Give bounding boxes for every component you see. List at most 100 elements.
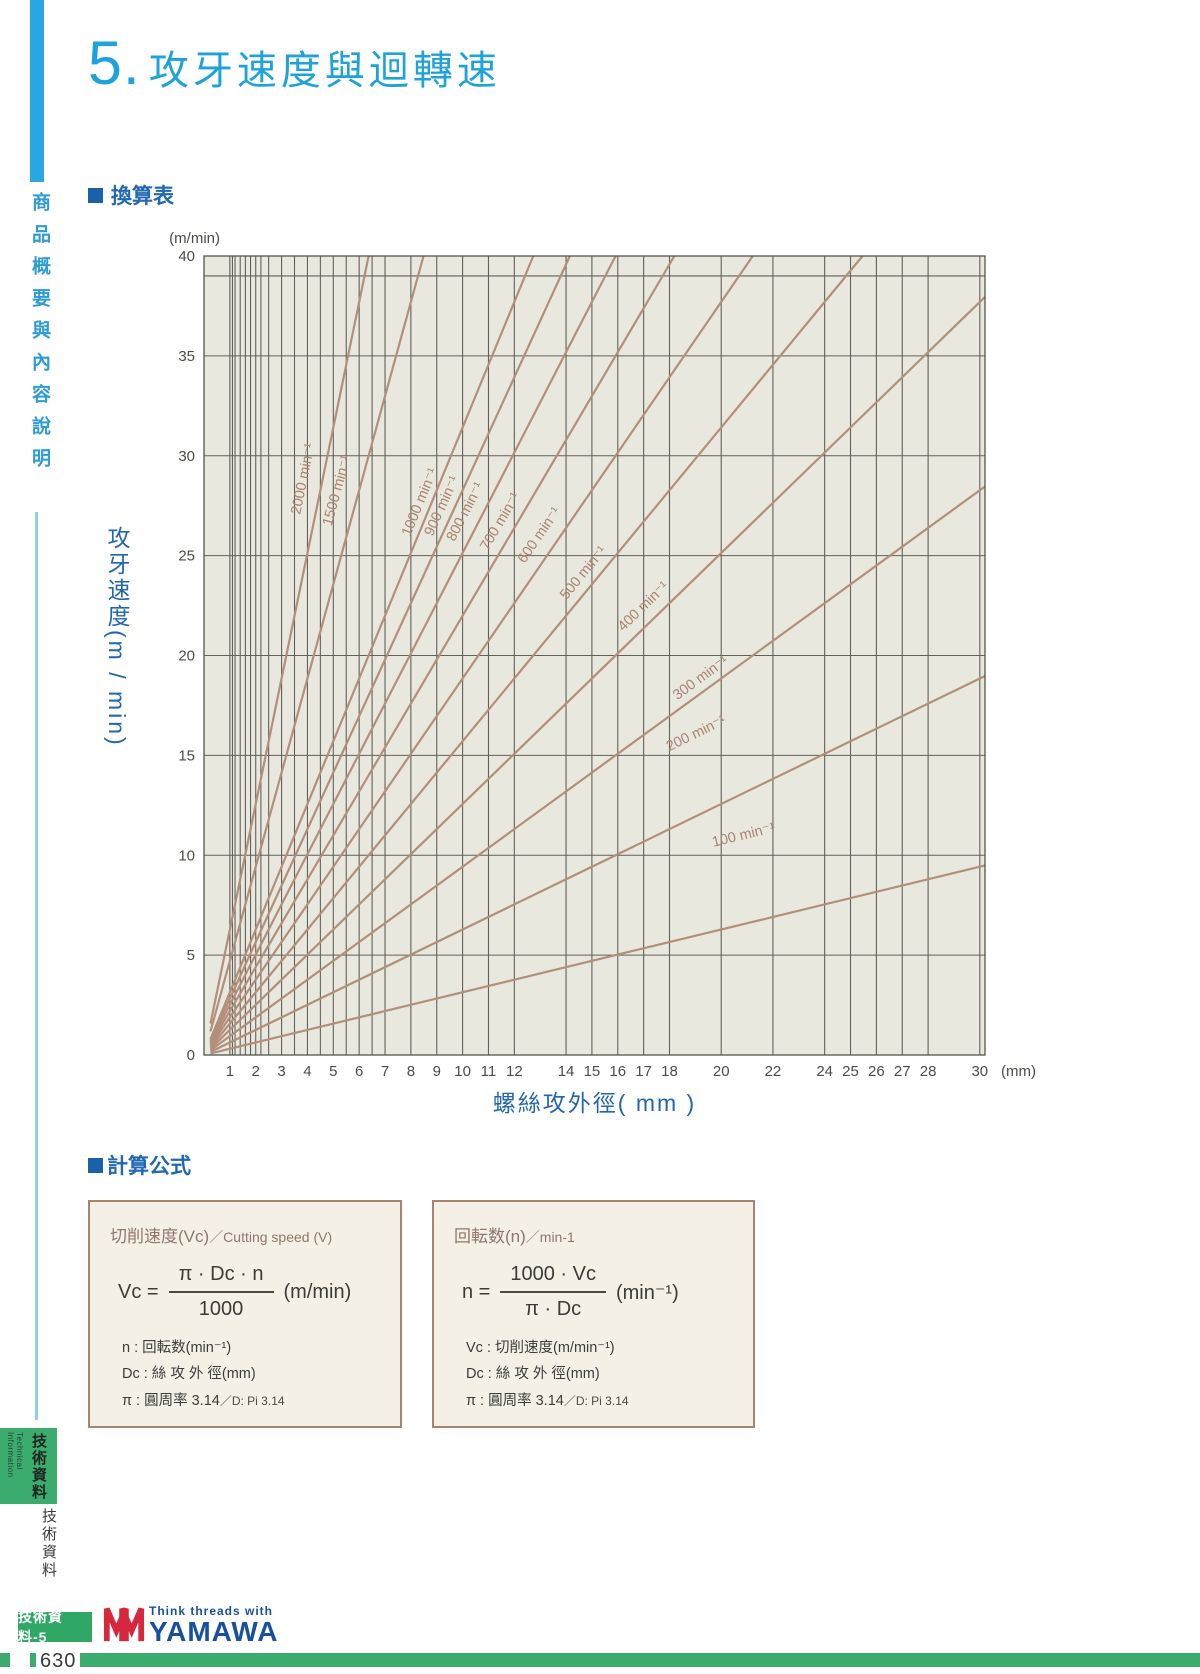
x-tick-label: 26 bbox=[868, 1063, 885, 1080]
x-unit-label: (mm) bbox=[1001, 1063, 1036, 1080]
formula-box1-variables: n : 回転数(min⁻¹) Dc : 絲 攻 外 徑(mm) π : 圓周率 … bbox=[122, 1335, 400, 1414]
variable-row: n : 回転数(min⁻¹) bbox=[122, 1340, 232, 1356]
x-tick-label: 6 bbox=[355, 1063, 363, 1080]
x-tick-label: 3 bbox=[277, 1063, 285, 1080]
formula-box2-equation: n = 1000 · Vc π · Dc (min⁻¹) bbox=[462, 1263, 753, 1321]
formula-box2-header-main: 回転数(n) bbox=[454, 1227, 526, 1246]
formula-box-cutting-speed: 切削速度(Vc)／Cutting speed (V) Vc = π · Dc ·… bbox=[88, 1200, 402, 1428]
x-tick-label: 8 bbox=[407, 1063, 415, 1080]
formula-box1-header: 切削速度(Vc)／Cutting speed (V) bbox=[110, 1222, 400, 1247]
y-tick-label: 10 bbox=[178, 847, 195, 864]
yamawa-wordmark: Think threads with YAMAWA bbox=[149, 1601, 278, 1646]
x-tick-label: 24 bbox=[816, 1063, 833, 1080]
y-axis-title: 攻牙速度(m / min) bbox=[104, 526, 130, 748]
page-title: 5. 攻牙速度與迴轉速 bbox=[88, 28, 501, 98]
rpm-line bbox=[209, 485, 986, 1052]
fraction: π · Dc · n 1000 bbox=[168, 1263, 274, 1321]
x-tick-label: 28 bbox=[920, 1063, 937, 1080]
sidebar-tab-technical[interactable]: Technical Information 技術資料 bbox=[0, 1428, 57, 1504]
x-tick-label: 1 bbox=[226, 1063, 234, 1080]
variable-row: π : 圓周率 3.14／D: Pi 3.14 bbox=[122, 1392, 285, 1409]
sidebar-tab-label-cjk: 技術資料 bbox=[30, 1433, 47, 1501]
rpm-line bbox=[209, 255, 754, 1047]
conversion-chart: 2000 min⁻¹ 1500 min⁻¹ 1000 min⁻¹ 900 min⁻¹ 8… bbox=[140, 215, 1060, 1095]
rpm-line bbox=[209, 255, 864, 1048]
x-tick-label: 12 bbox=[506, 1063, 523, 1080]
logo-brand-name: YAMAWA bbox=[149, 1616, 279, 1647]
page-title-text: 攻牙速度與迴轉速 bbox=[148, 49, 501, 93]
fraction-numerator: 1000 · Vc bbox=[510, 1263, 596, 1285]
heading-square-icon bbox=[88, 1157, 103, 1173]
variable-row: Vc : 切削速度(m/min⁻¹) bbox=[466, 1340, 615, 1356]
rpm-line bbox=[209, 255, 535, 1040]
footer-bar bbox=[80, 1653, 1200, 1667]
technical-data-badge: 技術資料-5 bbox=[18, 1609, 92, 1645]
sidebar-bottom-label: 技術資料 bbox=[40, 1508, 57, 1580]
section-heading-formula-label: 計算公式 bbox=[107, 1155, 191, 1178]
y-tick-label: 15 bbox=[178, 747, 195, 764]
x-tick-label: 27 bbox=[894, 1063, 911, 1080]
y-tick-label: 30 bbox=[178, 448, 195, 465]
x-tick-label: 18 bbox=[661, 1063, 678, 1080]
formula-box-rotation-speed: 回転数(n)／min-1 n = 1000 · Vc π · Dc (min⁻¹… bbox=[432, 1200, 755, 1428]
yamawa-logo: Think threads with YAMAWA bbox=[103, 1601, 278, 1646]
section-heading-conversion: 換算表 bbox=[88, 180, 174, 210]
formula-box1-equation: Vc = π · Dc · n 1000 (m/min) bbox=[118, 1263, 400, 1321]
rpm-line bbox=[209, 255, 571, 1042]
y-tick-label: 5 bbox=[187, 947, 195, 964]
fraction: 1000 · Vc π · Dc bbox=[500, 1263, 606, 1321]
x-tick-label: 4 bbox=[303, 1063, 311, 1080]
variable-row: π : 圓周率 3.14／D: Pi 3.14 bbox=[466, 1392, 629, 1409]
rpm-line bbox=[209, 255, 425, 1032]
sidebar-vertical-rule bbox=[35, 512, 38, 1420]
x-tick-label: 25 bbox=[842, 1063, 859, 1080]
fraction-denominator: 1000 bbox=[168, 1291, 274, 1321]
x-tick-label: 9 bbox=[433, 1063, 441, 1080]
x-tick-label: 14 bbox=[558, 1063, 575, 1080]
formula-unit: (m/min) bbox=[283, 1280, 352, 1303]
y-unit-label: (m/min) bbox=[169, 230, 220, 247]
x-tick-label: 15 bbox=[584, 1063, 601, 1080]
plot-border bbox=[203, 255, 986, 1056]
formula-box1-header-main: 切削速度(Vc) bbox=[110, 1227, 210, 1246]
formula-lhs: Vc = bbox=[118, 1280, 159, 1303]
rpm-line bbox=[209, 255, 370, 1024]
x-tick-label: 2 bbox=[252, 1063, 260, 1080]
rpm-line bbox=[209, 255, 676, 1045]
formula-box2-header: 回転数(n)／min-1 bbox=[454, 1222, 753, 1247]
footer-bar-segment bbox=[0, 1653, 10, 1667]
x-tick-label: 22 bbox=[765, 1063, 782, 1080]
variable-row: Dc : 絲 攻 外 徑(mm) bbox=[122, 1366, 256, 1383]
rpm-line bbox=[209, 255, 617, 1043]
page-number: 630 bbox=[40, 1650, 77, 1672]
fraction-denominator: π · Dc bbox=[500, 1291, 606, 1321]
x-tick-label: 5 bbox=[329, 1063, 337, 1080]
x-tick-label: 7 bbox=[381, 1063, 389, 1080]
x-tick-label: 11 bbox=[481, 1063, 497, 1080]
x-tick-label: 17 bbox=[635, 1063, 652, 1080]
formula-unit: (min⁻¹) bbox=[615, 1281, 679, 1304]
y-tick-label: 0 bbox=[187, 1047, 195, 1064]
section-heading-formula: 計算公式 bbox=[88, 1150, 191, 1180]
formula-lhs: n = bbox=[462, 1280, 491, 1303]
page-title-number: 5. bbox=[88, 29, 141, 97]
rpm-line bbox=[209, 674, 986, 1053]
x-axis-title: 螺絲攻外徑( mm ) bbox=[492, 1090, 697, 1116]
footer-bar-segment bbox=[30, 1653, 36, 1667]
heading-square-icon bbox=[88, 187, 103, 203]
fraction-numerator: π · Dc · n bbox=[178, 1263, 264, 1285]
formula-box1-header-en: ／Cutting speed (V) bbox=[209, 1229, 333, 1245]
yamawa-monogram-icon bbox=[103, 1607, 145, 1642]
x-tick-label: 30 bbox=[971, 1063, 988, 1080]
sidebar-top-bar bbox=[30, 0, 44, 182]
variable-row: Dc : 絲 攻 外 徑(mm) bbox=[466, 1366, 600, 1383]
logo-tagline: Think threads with bbox=[149, 1604, 274, 1618]
rpm-line bbox=[210, 864, 986, 1055]
sidebar-tab-label-en: Technical Information bbox=[6, 1432, 24, 1478]
x-tick-label: 20 bbox=[713, 1063, 730, 1080]
section-heading-conversion-label: 換算表 bbox=[111, 185, 174, 208]
y-tick-label: 20 bbox=[178, 648, 195, 665]
y-tick-label: 25 bbox=[178, 548, 195, 565]
